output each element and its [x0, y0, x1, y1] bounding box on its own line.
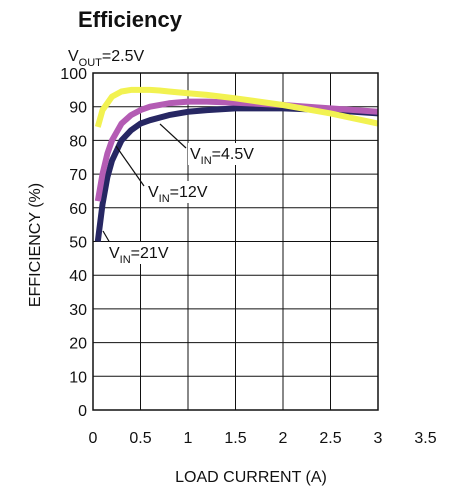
annotation-bg-2: [107, 242, 171, 264]
x-axis-ticks: 0 0.5 1 1.5 2 2.5 3 3.5: [89, 430, 437, 447]
x-tick-label-1.5: 1.5: [224, 430, 246, 447]
y-tick-label-60: 60: [69, 201, 87, 218]
annotation-subscript-1: IN: [159, 193, 170, 205]
annotation-label-0: VIN=4.5V: [190, 146, 254, 167]
y-tick-label-20: 20: [69, 336, 87, 353]
annotation-leader-0: [159, 123, 187, 149]
y-tick-label-0: 0: [78, 403, 87, 420]
annotation-subscript-2: IN: [120, 254, 131, 266]
y-axis-ticks: 0 10 20 30 40 50 60 70 80 90 100: [60, 66, 87, 420]
annotation-bg-1: [146, 181, 210, 203]
x-axis-label: LOAD CURRENT (A): [175, 469, 327, 486]
vout-subscript: OUT: [79, 57, 103, 69]
y-tick-label-30: 30: [69, 302, 87, 319]
y-tick-label-90: 90: [69, 100, 87, 117]
annotation-suffix-1: =12V: [170, 184, 208, 201]
x-tick-label-2: 2: [279, 430, 288, 447]
annotation-subscript-0: IN: [201, 155, 212, 167]
vout-condition-label: VOUT=2.5V: [68, 48, 144, 69]
vout-suffix: =2.5V: [102, 48, 145, 65]
x-tick-label-3: 3: [374, 430, 383, 447]
x-tick-label-1: 1: [184, 430, 193, 447]
y-tick-label-40: 40: [69, 268, 87, 285]
annotation-prefix-2: V: [109, 245, 120, 262]
annotation-suffix-0: =4.5V: [212, 146, 255, 163]
series-line-2: [94, 105, 379, 242]
series-line-0: [94, 86, 379, 128]
plot-frame: [92, 72, 379, 411]
y-tick-label-80: 80: [69, 133, 87, 150]
chart-title: Efficiency: [78, 7, 183, 32]
annotation-label-2: VIN=21V: [109, 245, 169, 266]
x-tick-label-2.5: 2.5: [319, 430, 341, 447]
y-tick-label-70: 70: [69, 167, 87, 184]
annotation-label-1: VIN=12V: [148, 184, 208, 205]
x-tick-label-0.5: 0.5: [129, 430, 151, 447]
annotation-bg-0: [188, 143, 256, 165]
annotation-prefix-1: V: [148, 184, 159, 201]
y-axis-label: EFFICIENCY (%): [27, 183, 44, 307]
annotation-suffix-2: =21V: [131, 245, 169, 262]
annotation-prefix-0: V: [190, 146, 201, 163]
annotation-leader-1: [115, 145, 145, 187]
efficiency-curves: [94, 86, 379, 242]
y-tick-label-10: 10: [69, 369, 87, 386]
x-tick-label-3.5: 3.5: [414, 430, 436, 447]
annotation-leader-2: [102, 230, 111, 244]
vout-prefix: V: [68, 48, 79, 65]
x-tick-label-0: 0: [89, 430, 98, 447]
y-tick-label-100: 100: [60, 66, 87, 83]
y-tick-label-50: 50: [69, 235, 87, 252]
